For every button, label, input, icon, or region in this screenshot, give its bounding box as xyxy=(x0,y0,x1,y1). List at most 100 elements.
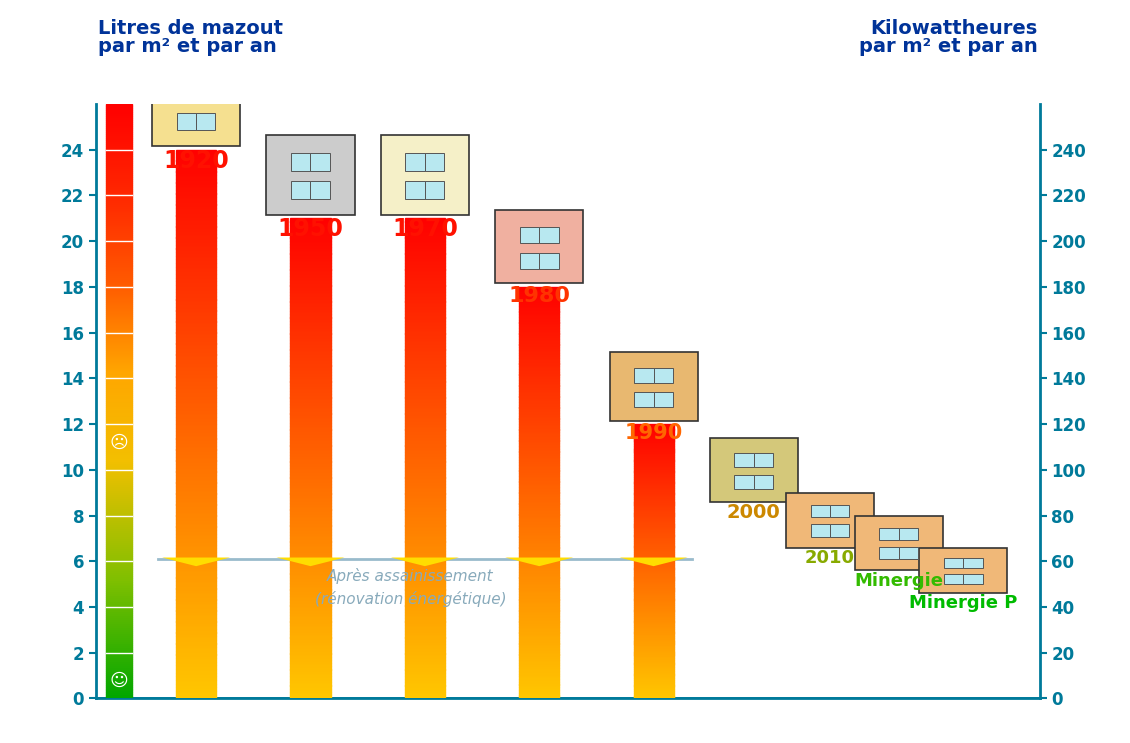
Bar xyxy=(634,447,673,450)
Bar xyxy=(634,504,673,507)
Bar xyxy=(519,533,559,536)
Bar xyxy=(520,253,539,269)
Bar xyxy=(105,631,132,633)
Bar xyxy=(105,467,132,469)
Bar xyxy=(519,334,559,337)
Bar xyxy=(105,475,132,476)
Bar xyxy=(290,602,330,606)
Bar xyxy=(634,492,673,493)
Bar xyxy=(634,528,673,531)
Bar xyxy=(519,290,559,293)
Bar xyxy=(405,532,445,535)
Bar xyxy=(290,685,330,689)
Bar xyxy=(176,647,216,651)
Bar xyxy=(290,567,330,571)
Bar xyxy=(405,400,445,404)
Bar xyxy=(519,446,559,449)
Text: 2010: 2010 xyxy=(805,548,855,567)
Bar xyxy=(105,399,132,401)
Bar xyxy=(405,442,445,446)
Bar xyxy=(176,288,216,293)
Bar xyxy=(634,488,673,490)
Bar xyxy=(176,545,216,548)
Bar xyxy=(105,280,132,282)
Bar xyxy=(634,605,673,607)
Bar xyxy=(105,611,132,613)
Bar xyxy=(519,478,559,481)
Bar xyxy=(105,583,132,585)
Bar xyxy=(290,429,330,432)
Bar xyxy=(105,431,132,433)
Bar xyxy=(406,181,425,199)
Bar xyxy=(405,269,445,273)
Bar xyxy=(197,85,216,103)
Bar xyxy=(290,635,330,637)
Bar xyxy=(176,504,216,508)
Bar xyxy=(105,122,132,124)
Bar xyxy=(405,343,445,346)
Bar xyxy=(105,678,132,681)
Bar xyxy=(634,561,673,563)
Bar xyxy=(290,692,330,695)
Bar xyxy=(105,687,132,689)
Bar xyxy=(105,452,132,455)
Bar xyxy=(405,635,445,637)
Bar xyxy=(105,148,132,149)
Bar xyxy=(176,431,216,435)
Bar xyxy=(290,500,330,503)
Bar xyxy=(290,359,330,363)
Bar xyxy=(176,478,216,483)
Bar xyxy=(405,474,445,478)
Bar xyxy=(105,181,132,184)
Bar xyxy=(176,168,216,172)
Bar xyxy=(105,639,132,641)
Bar xyxy=(176,629,216,632)
Bar xyxy=(290,385,330,388)
Bar xyxy=(105,401,132,403)
Bar xyxy=(290,474,330,478)
Bar xyxy=(105,354,132,356)
Bar xyxy=(634,458,673,461)
Bar xyxy=(176,292,216,296)
Bar xyxy=(176,516,216,519)
Bar xyxy=(634,581,673,583)
Bar xyxy=(405,314,445,317)
Bar xyxy=(105,368,132,369)
Bar xyxy=(105,231,132,233)
Bar xyxy=(311,153,330,171)
Bar xyxy=(519,350,559,353)
Bar xyxy=(105,516,132,518)
Bar xyxy=(634,462,673,464)
Bar xyxy=(810,505,829,517)
Bar xyxy=(405,250,445,253)
Bar xyxy=(405,589,445,593)
Bar xyxy=(105,322,132,324)
Bar xyxy=(105,302,132,304)
Bar xyxy=(519,575,559,578)
Bar xyxy=(290,682,330,686)
Bar xyxy=(105,538,132,540)
Bar xyxy=(176,643,216,647)
Bar xyxy=(290,269,330,273)
Bar xyxy=(105,296,132,298)
Bar xyxy=(105,536,132,538)
Bar xyxy=(105,175,132,178)
Bar xyxy=(105,184,132,185)
Bar xyxy=(290,445,330,449)
Bar xyxy=(634,601,673,603)
Bar xyxy=(105,149,132,152)
Bar xyxy=(290,305,330,308)
Bar xyxy=(405,224,445,228)
Bar xyxy=(176,600,216,603)
Bar xyxy=(405,551,445,554)
Bar xyxy=(176,661,216,666)
Bar xyxy=(519,407,559,410)
Bar xyxy=(405,429,445,432)
Bar xyxy=(105,221,132,223)
Bar xyxy=(105,677,132,678)
Bar xyxy=(405,461,445,465)
Bar xyxy=(519,594,559,597)
Bar xyxy=(176,212,216,215)
Bar xyxy=(105,482,132,484)
Bar xyxy=(634,550,673,552)
